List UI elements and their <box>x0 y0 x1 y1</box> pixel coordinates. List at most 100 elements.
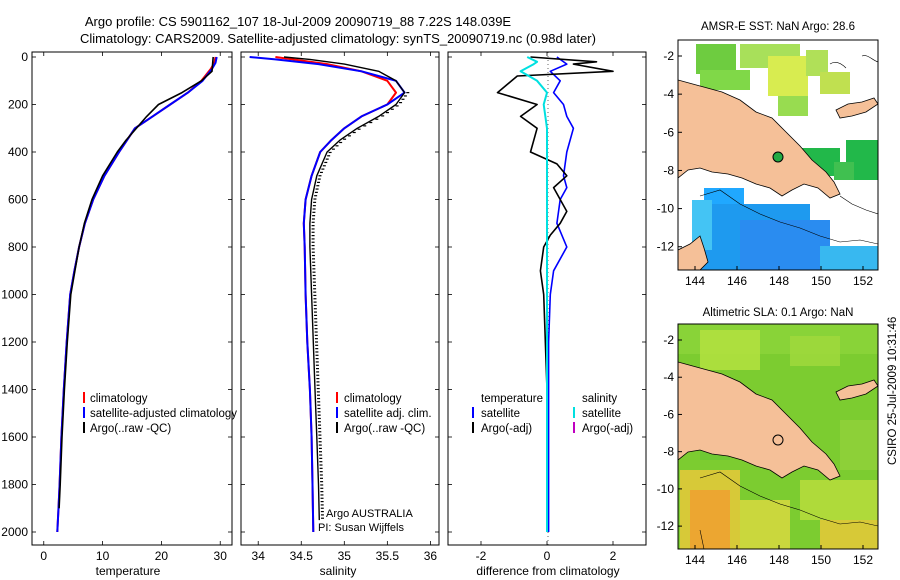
temperature-legend: climatology satellite-adjusted climatolo… <box>83 392 237 435</box>
x-tick-label: 20 <box>155 549 169 563</box>
depth-tick-label: 0 <box>21 50 28 64</box>
series-salinity-satellite <box>519 56 548 532</box>
map-y-tick-label: -10 <box>657 482 675 496</box>
difference-axis-label: difference from climatology <box>476 564 619 578</box>
x-tick-label: 35.5 <box>376 549 400 563</box>
map-x-tick-label: 152 <box>853 274 873 288</box>
new-guinea-land <box>678 79 841 199</box>
map-x-tick-label: 144 <box>685 553 705 567</box>
series-temperature-argo-adj- <box>496 56 614 390</box>
x-tick-label: 2 <box>610 549 617 563</box>
depth-axis: 0 200 400 600 800 1000 1200 1400 1600 1800 2000 <box>1 50 646 539</box>
depth-tick-label: 800 <box>8 240 28 254</box>
sla-cell <box>700 330 760 370</box>
legend-salinity-title: salinity <box>582 393 617 405</box>
difference-legend: temperature satellite Argo(-adj) salinit… <box>472 393 633 435</box>
x-tick-label: 30 <box>214 549 228 563</box>
legend-argo-label: Argo(..raw -QC) <box>344 423 425 435</box>
sla-cell <box>820 520 878 549</box>
islands-outline <box>829 55 878 215</box>
map-y-tick-label: -6 <box>663 125 674 139</box>
x-tick-label: 36 <box>424 549 438 563</box>
series-temperature-satellite <box>547 56 575 532</box>
temperature-plot-frame <box>31 51 233 546</box>
sla-cells <box>678 324 878 549</box>
map-x-tick-label: 144 <box>685 274 705 288</box>
sst-cell <box>834 162 854 180</box>
sst-map <box>678 40 878 270</box>
sst-cell <box>806 50 828 76</box>
sst-cell <box>704 188 744 208</box>
map-y-tick-label: -2 <box>663 49 674 63</box>
map-x-tick-label: 148 <box>769 553 789 567</box>
x-tick-label: 34.5 <box>290 549 314 563</box>
depth-tick-label: 1800 <box>1 478 28 492</box>
australia-land <box>678 235 709 270</box>
legend-argo-label: Argo(..raw -QC) <box>90 423 171 435</box>
depth-tick-label: 600 <box>8 193 28 207</box>
sst-map-frame <box>677 39 879 271</box>
series-climatology <box>275 56 397 533</box>
map-x-tick-label: 150 <box>811 274 831 288</box>
series-argo-raw-qc- <box>283 56 406 521</box>
x-tick-label: 34 <box>252 549 266 563</box>
legend-sal-satellite-label: satellite <box>582 408 621 420</box>
sla-cell <box>840 420 878 470</box>
depth-tick-label: 1600 <box>1 430 28 444</box>
legend-climatology-label: climatology <box>344 393 402 405</box>
legend-temp-satellite-label: satellite <box>481 408 520 420</box>
sst-cells <box>692 44 878 270</box>
sla-map-frame <box>677 323 879 550</box>
legend-sal-argo-label: Argo(-adj) <box>582 423 633 435</box>
float-pi-note: PI: Susan Wijffels <box>318 522 404 534</box>
map-y-tick-label: -8 <box>663 163 674 177</box>
map-y-tick-label: -6 <box>663 407 674 421</box>
sst-cell <box>692 200 712 250</box>
depth-tick-label: 200 <box>8 98 28 112</box>
sst-cell <box>820 72 850 94</box>
argo-float-location-marker <box>772 151 784 163</box>
salinity-series <box>249 56 406 533</box>
map-y-tick-label: -12 <box>657 240 675 254</box>
sst-cell <box>778 96 808 116</box>
depth-tick-label: 400 <box>8 145 28 159</box>
new-britain-land <box>835 379 878 401</box>
float-country-note: Argo AUSTRALIA <box>326 508 413 520</box>
argo-float-location-marker <box>772 434 784 446</box>
depth-tick-label: 1000 <box>1 288 28 302</box>
temperature-series <box>56 56 218 533</box>
depth-tick-label: 2000 <box>1 525 28 539</box>
map-y-tick-label: -4 <box>663 87 674 101</box>
map-y-tick-label: -12 <box>657 519 675 533</box>
new-britain-land <box>835 97 878 119</box>
series-satellite-adj-clim- <box>249 56 406 533</box>
salinity-x-axis: 34 34.5 35 35.5 36 <box>252 52 438 563</box>
map-x-tick-label: 150 <box>811 553 831 567</box>
map-x-tick-label: 152 <box>853 553 873 567</box>
sst-cell <box>696 44 736 74</box>
map-x-tick-label: 146 <box>727 274 747 288</box>
difference-series <box>496 56 614 532</box>
temperature-x-axis: 0 10 20 30 <box>40 52 227 563</box>
sla-cell <box>740 500 790 549</box>
salinity-argo-raw-points <box>311 92 410 519</box>
x-tick-label: 0 <box>40 549 47 563</box>
sla-map-axes: 144 146 148 150 152 -2 -4 -6 -8 -10 -12 <box>657 333 874 567</box>
sst-cell <box>740 220 830 270</box>
coral-coast-line <box>699 189 878 245</box>
map-y-tick-label: -4 <box>663 370 674 384</box>
series-argo-raw-qc- <box>58 56 214 509</box>
sla-map <box>678 324 878 549</box>
salinity-legend: climatology satellite adj. clim. Argo(..… <box>318 392 432 534</box>
legend-satellite-label: satellite-adjusted climatology <box>90 408 237 420</box>
sst-map-title: AMSR-E SST: NaN Argo: 28.6 <box>701 21 855 33</box>
creation-stamp: CSIRO 25-Jul-2009 10:31:46 <box>887 317 899 465</box>
legend-temperature-title: temperature <box>481 393 543 405</box>
sst-map-axes: 144 146 148 150 152 -2 -4 -6 -8 -10 -12 <box>657 49 874 288</box>
figure-title-line1: Argo profile: CS 5901162_107 18-Jul-2009… <box>85 14 512 29</box>
sst-cell <box>700 70 750 90</box>
legend-temp-argo-label: Argo(-adj) <box>481 423 532 435</box>
depth-tick-label: 1200 <box>1 335 28 349</box>
sla-coast-line <box>699 471 878 549</box>
x-tick-label: 0 <box>544 549 551 563</box>
